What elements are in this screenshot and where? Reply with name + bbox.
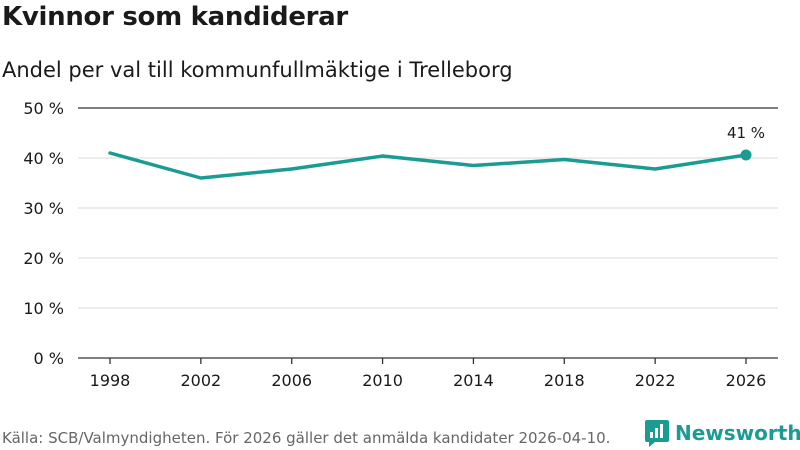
- x-axis-ticks: 1998 2002 2006 2010 2014 2018 2022 2026: [90, 358, 767, 390]
- last-point-label: 41 %: [727, 124, 765, 142]
- series-line-0: [108, 151, 748, 180]
- x-tick-label: 2026: [726, 371, 767, 390]
- x-tick-label: 2006: [271, 371, 312, 390]
- chart-subtitle: Andel per val till kommunfullmäktige i T…: [2, 58, 513, 82]
- y-tick-label: 50 %: [23, 99, 64, 118]
- x-tick-label: 2022: [635, 371, 676, 390]
- source-note: Källa: SCB/Valmyndigheten. För 2026 gäll…: [2, 429, 611, 447]
- chart-title: Kvinnor som kandiderar: [2, 2, 348, 32]
- y-tick-label: 0 %: [34, 349, 64, 368]
- y-tick-label: 20 %: [23, 249, 64, 268]
- newsworthy-logo-icon: [645, 420, 669, 447]
- last-point-marker: [740, 149, 752, 161]
- brand-logo[interactable]: Newsworthy: [644, 418, 800, 448]
- x-tick-label: 1998: [90, 371, 131, 390]
- x-tick-label: 2014: [453, 371, 494, 390]
- grid-lines: [78, 107, 778, 359]
- y-axis-ticks: 0 % 10 % 20 % 30 % 40 % 50 %: [23, 99, 64, 368]
- annotations: 41 %: [727, 124, 765, 161]
- series: [108, 151, 748, 180]
- y-tick-label: 30 %: [23, 199, 64, 218]
- x-tick-label: 2010: [362, 371, 403, 390]
- x-tick-label: 2018: [544, 371, 585, 390]
- y-tick-label: 10 %: [23, 299, 64, 318]
- y-tick-label: 40 %: [23, 149, 64, 168]
- x-tick-label: 2002: [180, 371, 221, 390]
- brand-name: Newsworthy: [675, 421, 800, 445]
